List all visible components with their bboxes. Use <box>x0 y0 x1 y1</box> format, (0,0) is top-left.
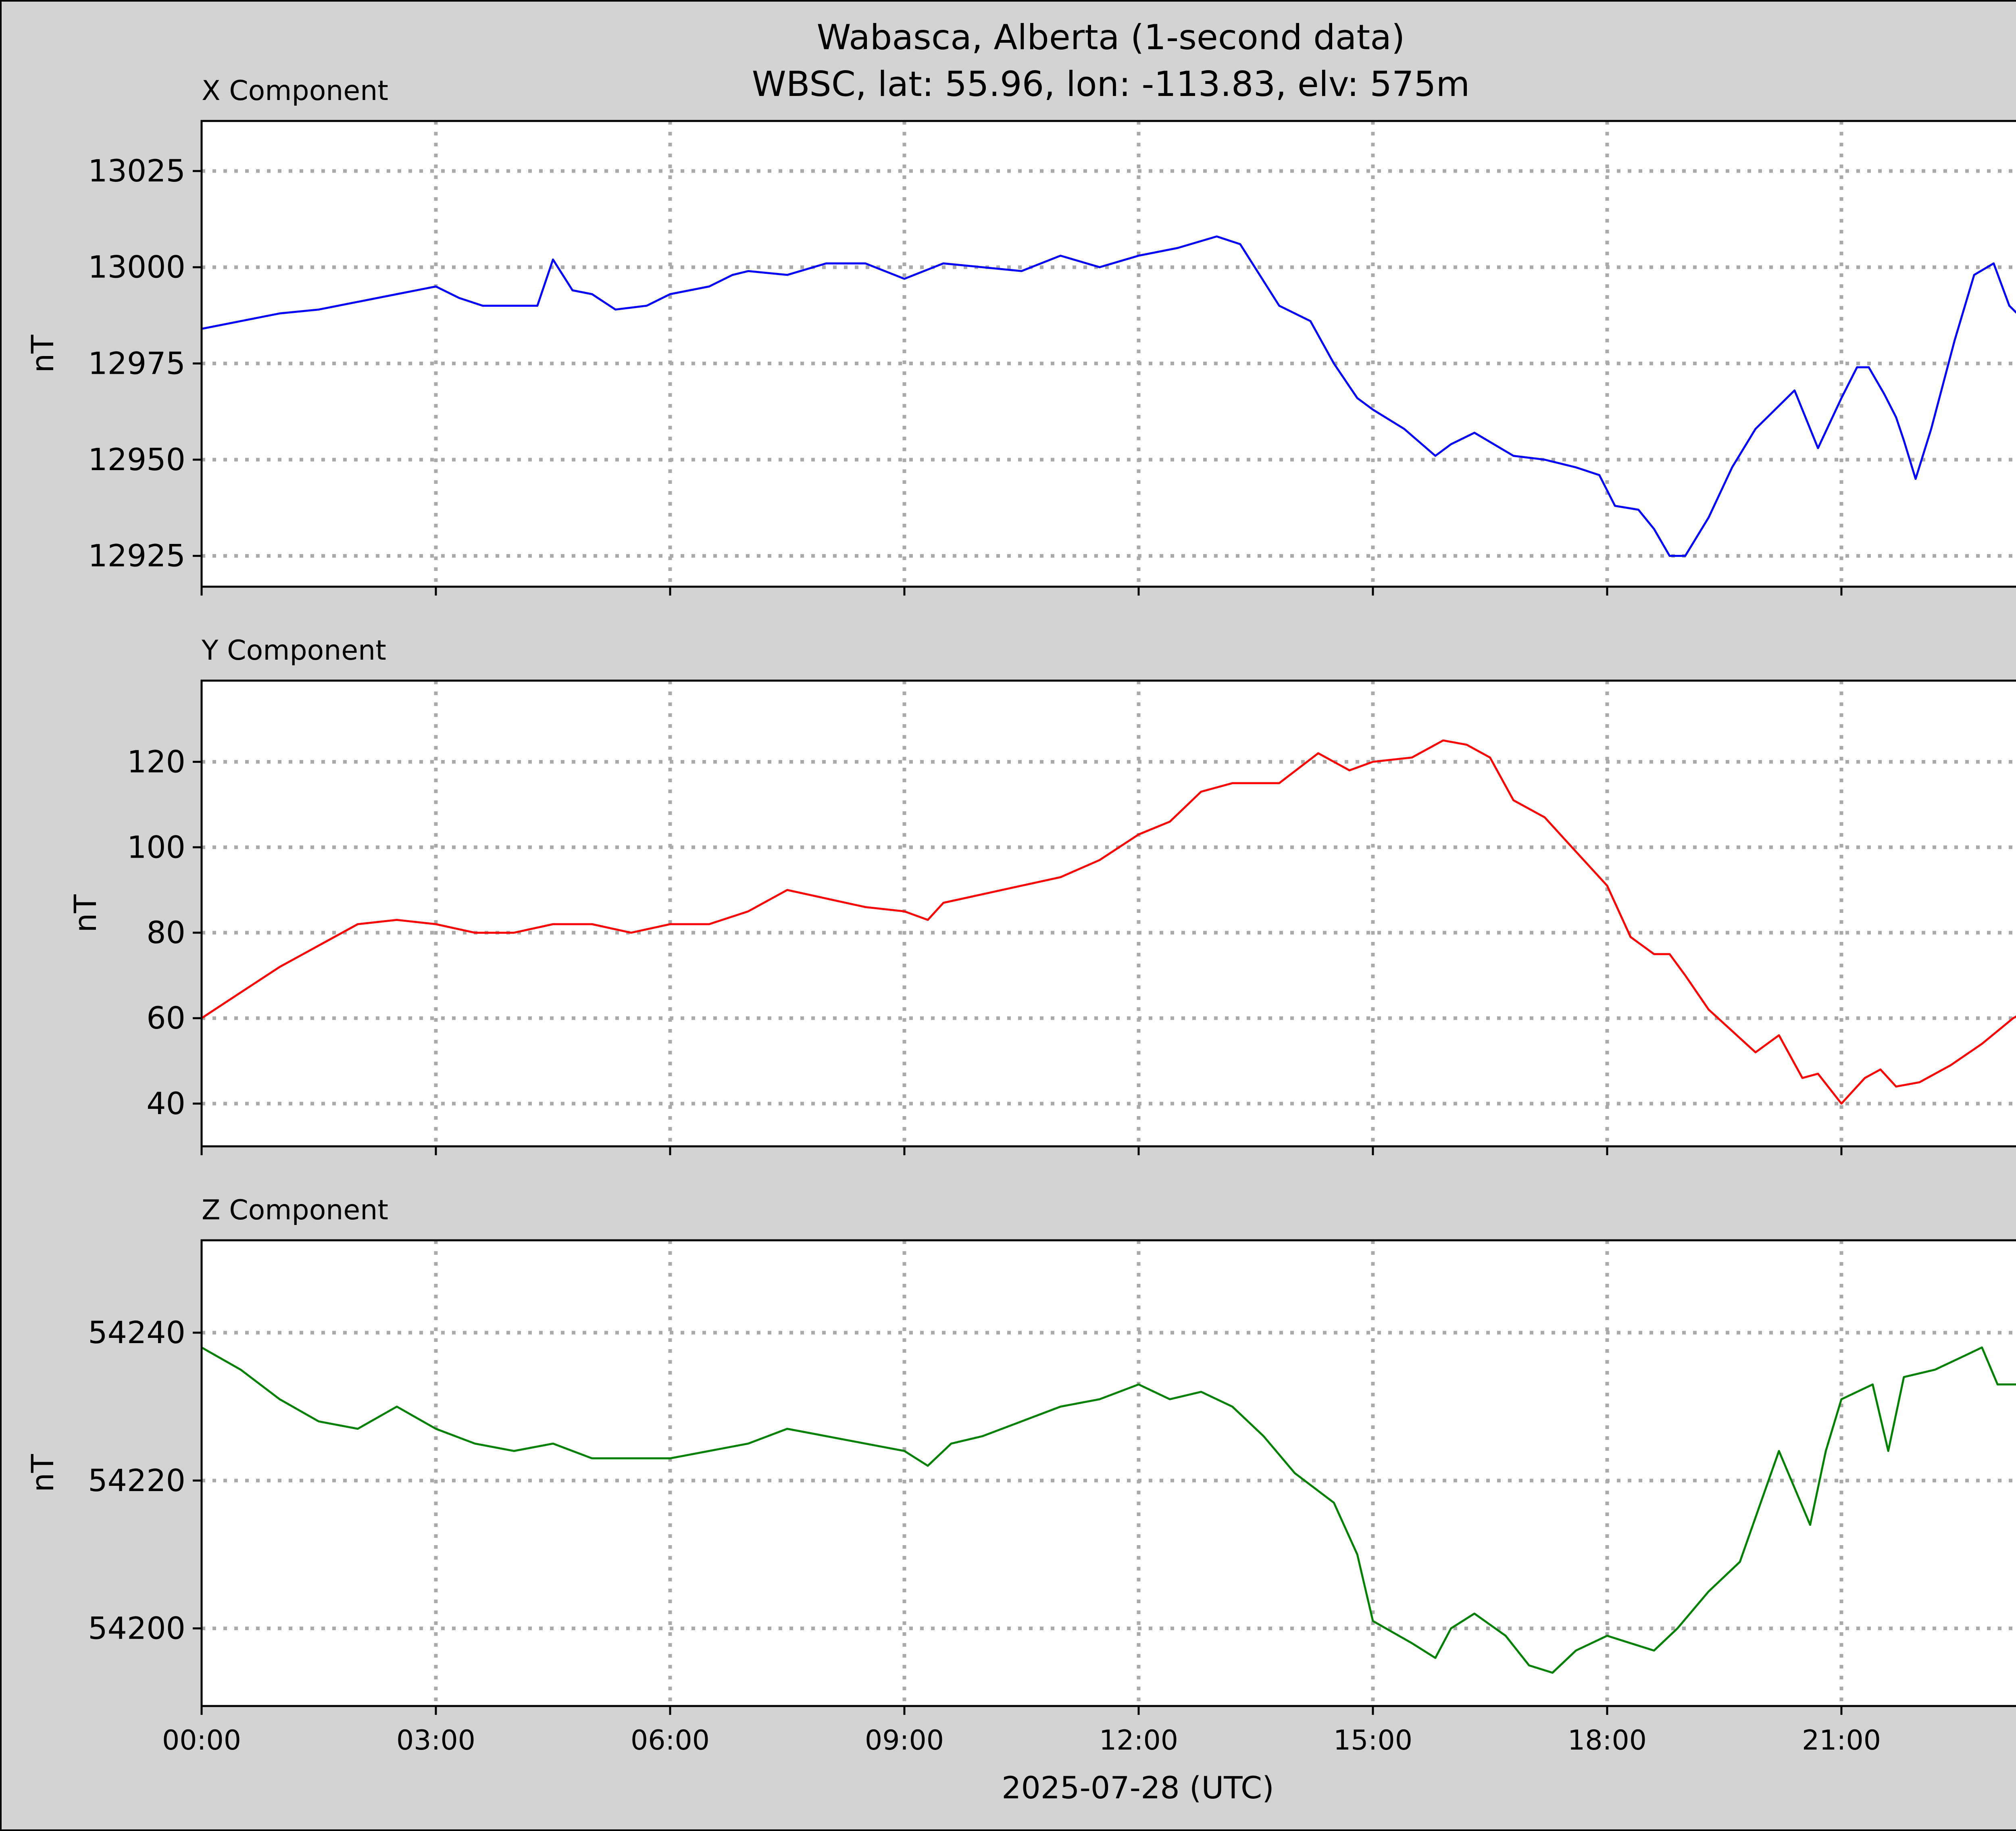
y-tick-label: 100 <box>127 829 185 865</box>
y-tick-label: 12950 <box>88 442 185 477</box>
y-axis-label: nT <box>67 894 103 933</box>
y-tick-label: 13000 <box>88 249 185 285</box>
panel-title: X Component <box>202 75 388 107</box>
plot-area <box>202 1240 2016 1706</box>
y-tick-label: 12925 <box>88 538 185 574</box>
panel-2: Y Component 40 60 80 100 120 nT <box>67 635 2016 1155</box>
y-tick-label: 60 <box>146 1000 185 1036</box>
panels: X Component1292512950129751300013025nTY … <box>25 75 2016 1756</box>
x-tick-label: 15:00 <box>1333 1725 1412 1756</box>
panel-3: Z Component 54200 54220 54240 00:00 03:00 06:0… <box>25 1194 2016 1756</box>
y-axis-label: nT <box>25 335 60 373</box>
y-tick-label: 54240 <box>88 1314 185 1350</box>
grid <box>202 681 2016 1146</box>
grid <box>202 1240 2016 1706</box>
x-tick-label: 06:00 <box>631 1725 710 1756</box>
chart-title: Wabasca, Alberta (1-second data) <box>817 17 1405 58</box>
chart-subtitle: WBSC, lat: 55.96, lon: -113.83, elv: 575… <box>752 64 1470 104</box>
plot-area <box>202 681 2016 1146</box>
x-tick-label: 12:00 <box>1099 1725 1178 1756</box>
y-tick-label: 40 <box>146 1085 185 1121</box>
x-tick-label: 09:00 <box>865 1725 944 1756</box>
y-tick-label: 54220 <box>88 1462 185 1498</box>
grid <box>202 121 2016 587</box>
y-tick-label: 13025 <box>88 153 185 189</box>
x-axis-label: 2025-07-28 (UTC) <box>1002 1770 1274 1806</box>
plot-area <box>202 121 2016 587</box>
panel-title: Y Component <box>201 635 386 667</box>
y-axis-label: nT <box>25 1454 60 1492</box>
y-tick-label: 12975 <box>88 345 185 381</box>
y-tick-label: 80 <box>146 914 185 950</box>
series-line <box>202 1346 2016 1674</box>
x-tick-label: 18:00 <box>1568 1725 1647 1756</box>
x-tick-label: 21:00 <box>1802 1725 1881 1756</box>
panel-1: X Component 12925 12950 12975 13000 13025 nT <box>25 75 2016 596</box>
y-tick-label: 120 <box>127 744 185 779</box>
panel-title: Z Component <box>202 1194 388 1226</box>
series-line <box>202 235 2016 557</box>
y-tick-label: 54200 <box>88 1610 185 1646</box>
x-tick-label: 00:00 <box>162 1725 241 1756</box>
x-tick-label: 03:00 <box>396 1725 475 1756</box>
series-line <box>202 739 2016 1105</box>
